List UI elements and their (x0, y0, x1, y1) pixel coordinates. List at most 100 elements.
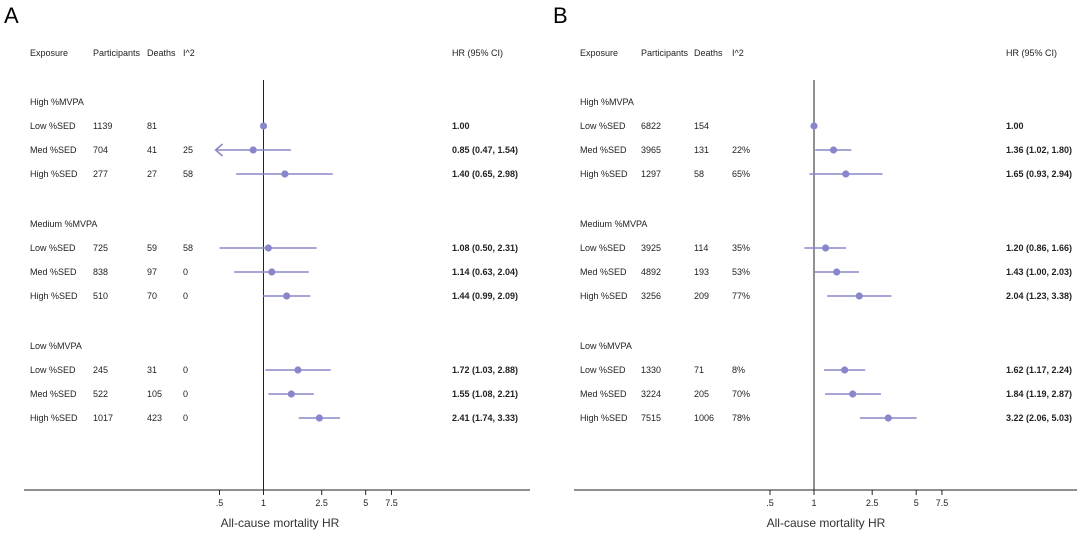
panel-a-row-participants: 522 (93, 389, 108, 399)
panel-a-row-hr-text: 1.08 (0.50, 2.31) (452, 243, 518, 253)
panel-b-row-exposure: Med %SED (580, 145, 627, 155)
panel-b-header-participants: Participants (641, 48, 689, 58)
panel-b-row-hr-text: 1.00 (1006, 121, 1024, 131)
panel-b-row-hr-text: 1.20 (0.86, 1.66) (1006, 243, 1072, 253)
panel-a-point-estimate (264, 244, 272, 252)
panel-b-x-axis-label: All-cause mortality HR (767, 516, 886, 530)
panel-a-row-i2: 0 (183, 365, 188, 375)
panel-b-row-participants: 1330 (641, 365, 661, 375)
panel-b-row-deaths: 131 (694, 145, 709, 155)
panel-a-x-tick-label: 1 (261, 498, 266, 508)
panel-b-point-estimate (841, 366, 849, 374)
panel-a-ci-arrow (214, 143, 224, 157)
panel-a-row-deaths: 423 (147, 413, 162, 423)
panel-a-group-label: High %MVPA (30, 97, 84, 107)
panel-a-row-participants: 277 (93, 169, 108, 179)
panel-b-header-deaths: Deaths (694, 48, 723, 58)
panel-b-row-participants: 3224 (641, 389, 661, 399)
panel-a-letter: A (4, 3, 19, 28)
panel-b-header-hr: HR (95% CI) (1006, 48, 1057, 58)
panel-b-header-exposure: Exposure (580, 48, 618, 58)
panel-b-row-participants: 3965 (641, 145, 661, 155)
panel-b-row-participants: 7515 (641, 413, 661, 423)
panel-a-header-participants: Participants (93, 48, 141, 58)
panel-a-row-participants: 510 (93, 291, 108, 301)
panel-a-row-deaths: 41 (147, 145, 157, 155)
panel-a-point-estimate (259, 122, 268, 130)
panel-b-letter: B (553, 3, 568, 28)
panel-b-point-estimate (821, 244, 830, 252)
panel-a-row-participants: 1017 (93, 413, 113, 423)
panel-b-row-exposure: Med %SED (580, 389, 627, 399)
panel-b-row-deaths: 114 (694, 243, 708, 253)
panel-a-row-i2: 58 (183, 243, 193, 253)
panel-a-row-exposure: High %SED (30, 169, 78, 179)
panel-a-row-exposure: Med %SED (30, 389, 77, 399)
panel-a-group-label: Low %MVPA (30, 341, 82, 351)
panel-a-row-deaths: 70 (147, 291, 157, 301)
panel-a-row-exposure: High %SED (30, 291, 78, 301)
panel-a-row-exposure: Low %SED (30, 365, 76, 375)
panel-a-point-estimate (281, 170, 289, 178)
panel-a-point-estimate (287, 390, 295, 398)
panel-b-row-hr-text: 1.62 (1.17, 2.24) (1006, 365, 1072, 375)
panel-a-row-hr-text: 1.14 (0.63, 2.04) (452, 267, 518, 277)
panel-b-row-deaths: 58 (694, 169, 704, 179)
panel-b-x-tick-label: 2.5 (866, 498, 879, 508)
panel-b-point-estimate (855, 292, 863, 300)
panel-b-row-hr-text: 1.65 (0.93, 2.94) (1006, 169, 1072, 179)
panel-b-point-estimate (884, 414, 892, 422)
panel-a-row-i2: 0 (183, 267, 188, 277)
panel-a-header-hr: HR (95% CI) (452, 48, 503, 58)
panel-a-row-deaths: 31 (147, 365, 157, 375)
panel-a-row-exposure: Low %SED (30, 121, 76, 131)
panel-a-row-i2: 0 (183, 413, 188, 423)
panel-a-row-i2: 0 (183, 389, 188, 399)
panel-a-row-hr-text: 0.85 (0.47, 1.54) (452, 145, 518, 155)
panel-a-row-exposure: Low %SED (30, 243, 76, 253)
panel-b-row-deaths: 209 (694, 291, 709, 301)
panel-b-row-i2: 22% (732, 145, 750, 155)
panel-a-row-hr-text: 1.72 (1.03, 2.88) (452, 365, 518, 375)
panel-a-row-deaths: 105 (147, 389, 162, 399)
panel-b-row-exposure: High %SED (580, 169, 628, 179)
panel-a-header-i2: I^2 (183, 48, 195, 58)
panel-b-row-deaths: 154 (694, 121, 709, 131)
panel-b-row-exposure: Low %SED (580, 365, 626, 375)
panel-a-row-deaths: 97 (147, 267, 157, 277)
panel-b-row-i2: 53% (732, 267, 750, 277)
panel-a-row-participants: 725 (93, 243, 108, 253)
panel-b-row-exposure: Low %SED (580, 121, 626, 131)
panel-a-row-deaths: 59 (147, 243, 157, 253)
panel-b-header-i2: I^2 (732, 48, 744, 58)
panel-b-x-tick-label: 5 (914, 498, 919, 508)
panel-a-row-participants: 1139 (93, 121, 112, 131)
panel-a-x-tick-label: .5 (216, 498, 224, 508)
panel-b-row-deaths: 71 (694, 365, 704, 375)
panel-b-x-tick-label: .5 (766, 498, 774, 508)
panel-b-x-tick-label: 1 (811, 498, 816, 508)
panel-a-x-tick-label: 2.5 (315, 498, 328, 508)
panel-b-group-label: High %MVPA (580, 97, 634, 107)
panel-b-row-i2: 78% (732, 413, 750, 423)
panel-b-row-hr-text: 3.22 (2.06, 5.03) (1006, 413, 1072, 423)
panel-a-row-deaths: 27 (147, 169, 157, 179)
panel-a-row-hr-text: 1.40 (0.65, 2.98) (452, 169, 518, 179)
panel-a-x-tick-label: 5 (363, 498, 368, 508)
panel-a-point-estimate (315, 414, 323, 422)
panel-a-row-hr-text: 1.44 (0.99, 2.09) (452, 291, 518, 301)
panel-b-point-estimate (849, 390, 857, 398)
panel-a-row-hr-text: 1.00 (452, 121, 470, 131)
panel-b-row-hr-text: 1.84 (1.19, 2.87) (1006, 389, 1072, 399)
panel-b-row-participants: 1297 (641, 169, 661, 179)
panel-b-row-hr-text: 1.43 (1.00, 2.03) (1006, 267, 1072, 277)
panel-a-row-participants: 838 (93, 267, 108, 277)
panel-a-point-estimate (268, 268, 276, 276)
panel-b-row-participants: 6822 (641, 121, 661, 131)
panel-a-row-participants: 704 (93, 145, 108, 155)
panel-a-row-i2: 25 (183, 145, 193, 155)
panel-b-group-label: Low %MVPA (580, 341, 632, 351)
panel-b-point-estimate (842, 170, 850, 178)
panel-b-row-i2: 65% (732, 169, 750, 179)
